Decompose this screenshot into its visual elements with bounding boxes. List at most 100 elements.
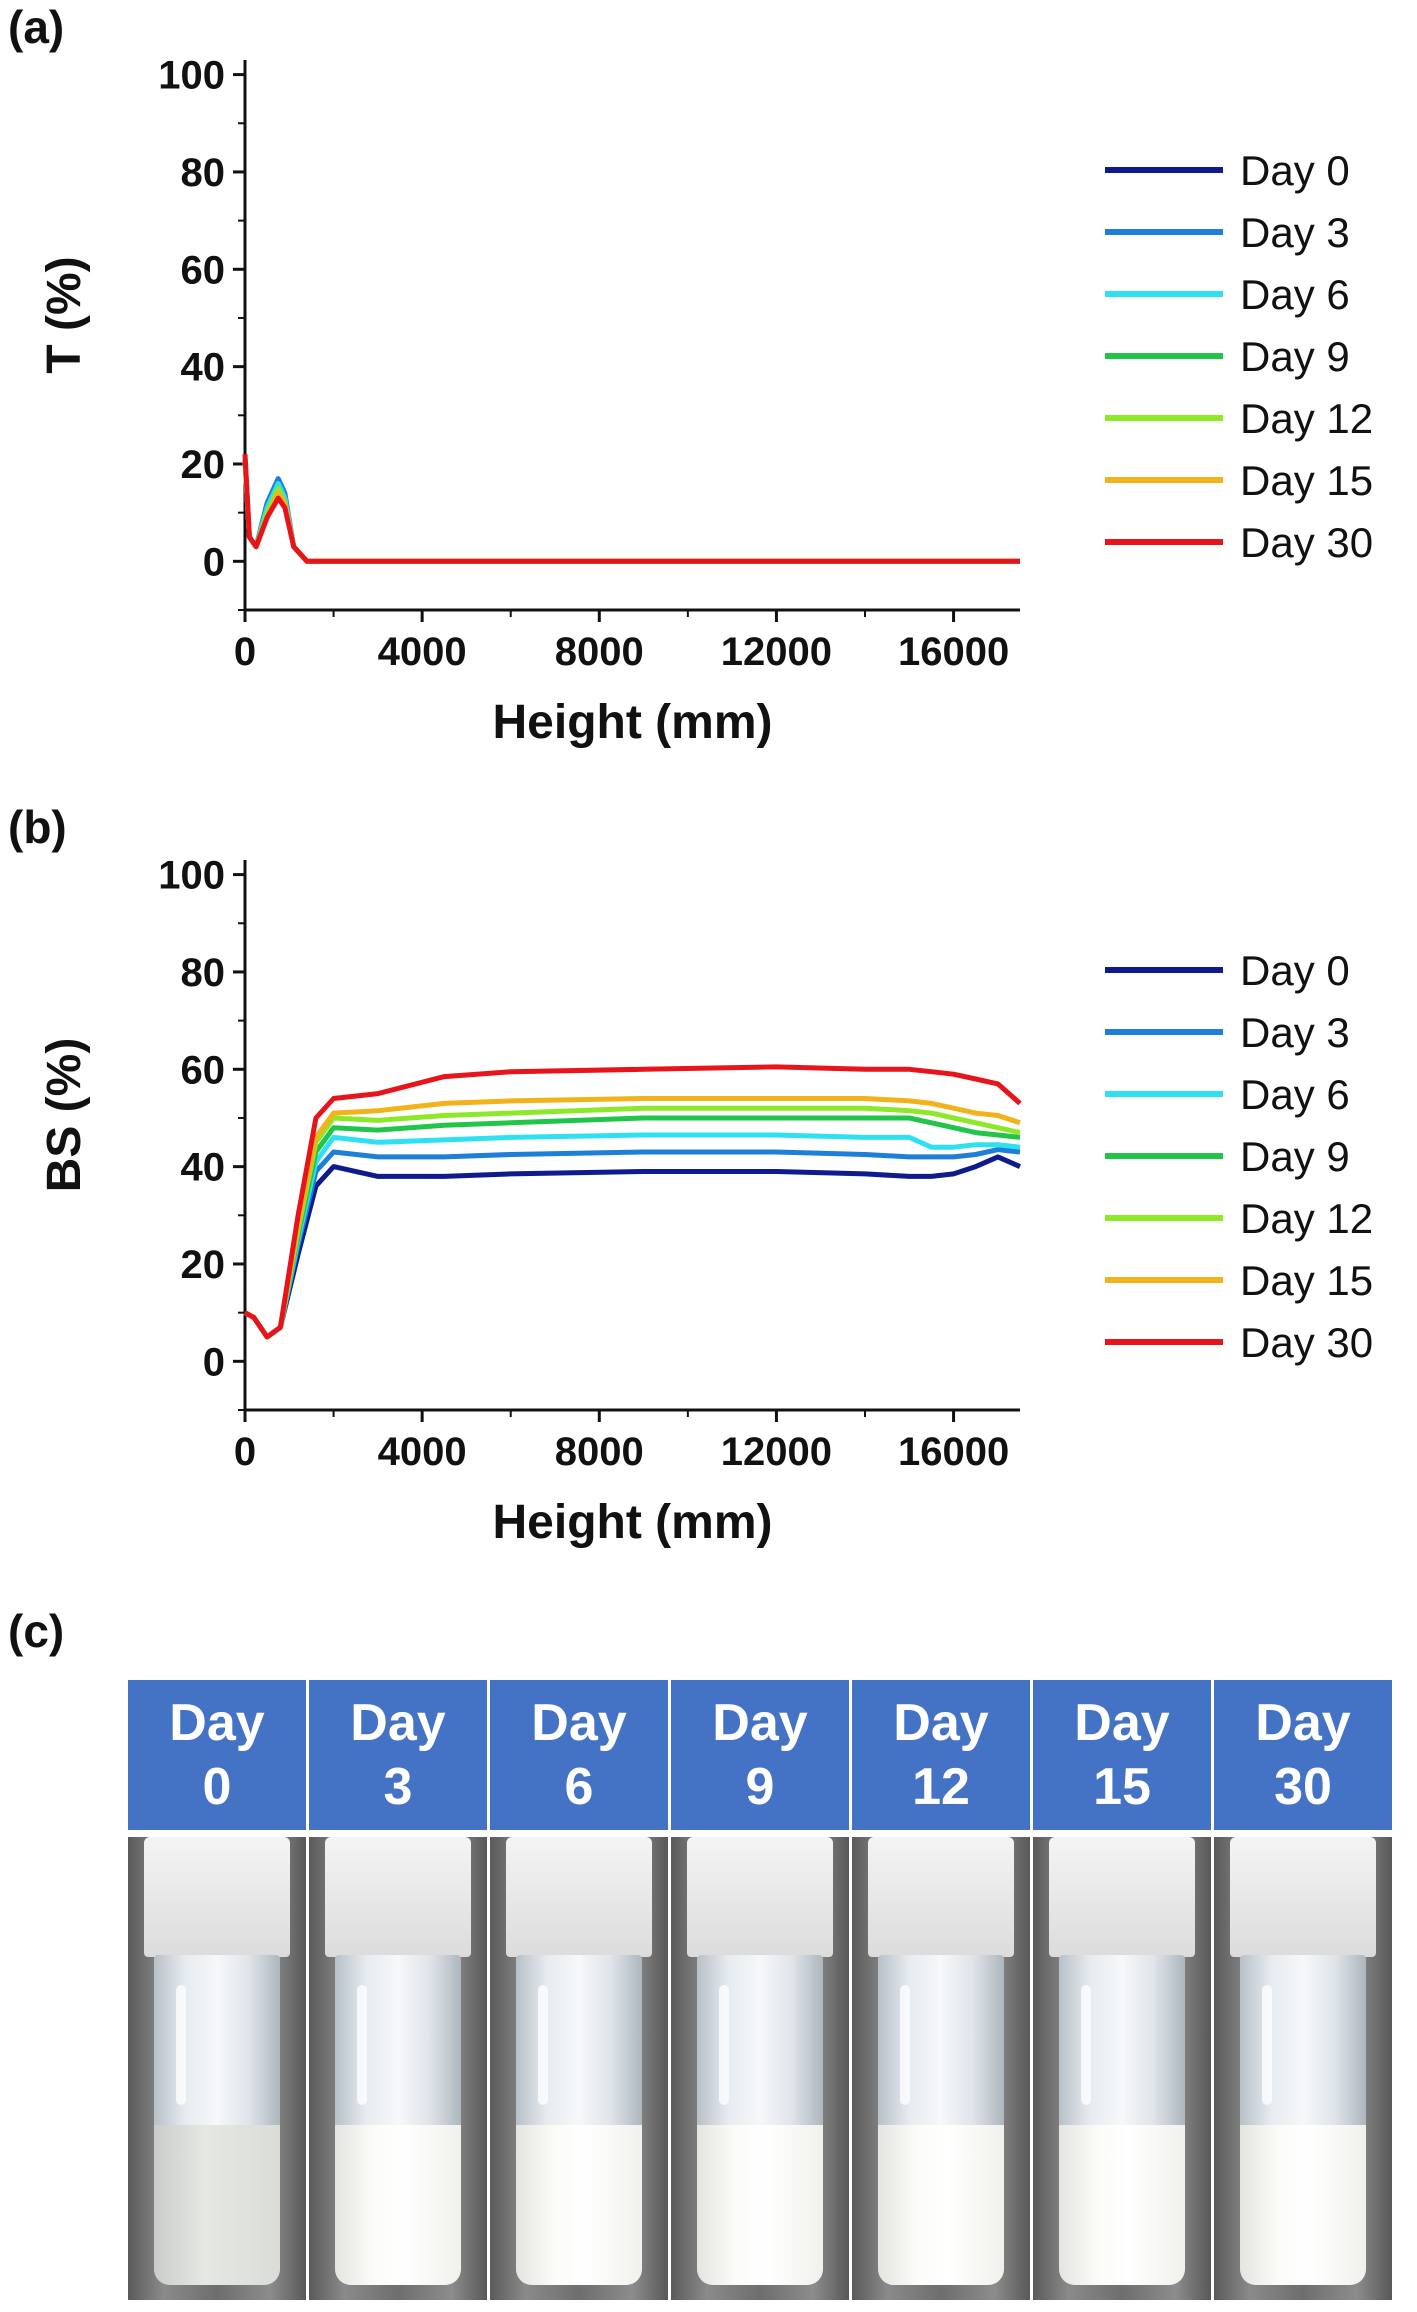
chart-b-x-tick-label: 4000 [378,1430,467,1474]
photo-header-number: 3 [383,1758,413,1816]
vial-body [878,1955,1004,2285]
photo-header-word: Day [893,1694,989,1752]
chart-a-legend-label: Day 9 [1240,333,1350,380]
photo-header-number: 12 [912,1758,970,1816]
photo-header-day-3: Day 3 [309,1680,487,1830]
vial-photo-panel: Day 0 Day 3 Day 6 Day 9 Day 12 Day 15 Day 30 [128,1680,1396,2300]
vial-glint [719,1985,729,2105]
vial-glint [900,1985,910,2105]
chart-b-series-line-day-0 [243,1154,1022,1340]
chart-b-y-tick-label: 0 [203,1340,225,1384]
chart-a-legend-label: Day 0 [1240,147,1350,194]
chart-b-x-tick-label: 16000 [898,1430,1009,1474]
chart-b-legend-label: Day 12 [1240,1195,1373,1242]
chart-a-legend-label: Day 6 [1240,271,1350,318]
chart-a-x-tick-label: 8000 [555,630,644,674]
chart-b-y-tick-label: 60 [181,1048,226,1092]
chart-a-legend-label: Day 15 [1240,457,1373,504]
photo-header-day-12: Day 12 [852,1680,1030,1830]
vial-glint [357,1985,367,2105]
vial-emulsion [335,2125,461,2285]
vial-photo-day-6 [490,1837,668,2300]
chart-a-x-axis-title: Height (mm) [493,696,773,749]
photo-header-day-30: Day 30 [1214,1680,1392,1830]
chart-b-y-tick-label: 100 [158,854,225,898]
vial-emulsion [154,2125,280,2285]
vial-emulsion [878,2125,1004,2285]
chart-b-y-tick-label: 20 [181,1243,226,1287]
chart-a-series-line-day-9 [242,458,1020,564]
chart-a-series-line-day-6 [242,458,1020,564]
photo-header-number: 0 [202,1758,232,1816]
chart-a-series-line-day-12 [242,458,1020,564]
vial-photo-day-30 [1214,1837,1392,2300]
chart-a-y-tick-label: 0 [203,540,225,584]
chart-a-y-tick-label: 80 [181,151,226,195]
chart-b-legend-label: Day 6 [1240,1071,1350,1118]
chart-a-x-tick-label: 0 [234,630,256,674]
chart-b-legend-label: Day 3 [1240,1009,1350,1056]
vial-cap [687,1837,833,1957]
chart-a-series-line-day-0 [242,458,1020,564]
backscattering-chart: 0 20 40 60 80 100 0 4000 8000 12000 16000 Height (m… [38,854,1373,1549]
vial-cap [506,1837,652,1957]
chart-b-x-axis-title: Height (mm) [493,1496,773,1549]
vial-photo-day-9 [671,1837,849,2300]
chart-a-y-tick-label: 40 [181,346,226,390]
photo-header-number: 30 [1274,1758,1332,1816]
photo-header-day-6: Day 6 [490,1680,668,1830]
vial-body [1240,1955,1366,2285]
chart-a-series-line-day-30 [242,454,1020,564]
vial-emulsion [1059,2125,1185,2285]
chart-a-series-line-day-3 [242,458,1020,564]
chart-b-series-line-day-30 [243,1064,1022,1340]
chart-a-series-line-day-15 [242,458,1020,564]
vial-body [335,1955,461,2285]
vial-glint [176,1985,186,2105]
chart-a-legend-label: Day 30 [1240,519,1373,566]
chart-a-x-tick-label: 16000 [898,630,1009,674]
vial-emulsion [1240,2125,1366,2285]
chart-b-x-tick-label: 0 [234,1430,256,1474]
chart-b-legend-label: Day 9 [1240,1133,1350,1180]
chart-b-y-tick-label: 80 [181,951,226,995]
vial-body [154,1955,280,2285]
chart-a-x-tick-label: 4000 [378,630,467,674]
panel-label-b: (b) [8,801,67,853]
photo-header-day-9: Day 9 [671,1680,849,1830]
chart-a-y-axis-title: T (%) [38,256,91,373]
vial-cap [868,1837,1014,1957]
chart-a-x-tick-label: 12000 [721,630,832,674]
photo-header-word: Day [169,1694,265,1752]
transmission-chart: 0 20 40 60 80 100 0 4000 8000 12000 16000 Height (m… [38,54,1373,749]
panel-label-a: (a) [8,1,65,53]
photo-header-word: Day [712,1694,808,1752]
chart-b-x-tick-label: 12000 [721,1430,832,1474]
photo-header-day-0: Day 0 [128,1680,306,1830]
photo-header-word: Day [1255,1694,1351,1752]
photo-header-number: 9 [745,1758,775,1816]
vial-photo-day-3 [309,1837,487,2300]
chart-b-legend-label: Day 30 [1240,1319,1373,1366]
vial-emulsion [516,2125,642,2285]
chart-a-legend-label: Day 12 [1240,395,1373,442]
chart-b-series-line-day-6 [243,1132,1021,1340]
photo-header-word: Day [350,1694,446,1752]
vial-cap [1230,1837,1376,1957]
vial-cap [144,1837,290,1957]
vial-glint [1262,1985,1272,2105]
vial-body [1059,1955,1185,2285]
vial-body [697,1955,823,2285]
photo-header-day-15: Day 15 [1033,1680,1211,1830]
vial-glint [1081,1985,1091,2105]
chart-a-y-tick-label: 100 [158,54,225,98]
chart-b-y-tick-label: 40 [181,1146,226,1190]
photo-header-word: Day [531,1694,627,1752]
photo-header-number: 15 [1093,1758,1151,1816]
vial-photo-day-15 [1033,1837,1211,2300]
vial-cap [325,1837,471,1957]
chart-b-y-axis-title: BS (%) [38,1038,91,1193]
vial-glint [538,1985,548,2105]
chart-b-legend-label: Day 15 [1240,1257,1373,1304]
chart-b-legend-label: Day 0 [1240,947,1350,994]
